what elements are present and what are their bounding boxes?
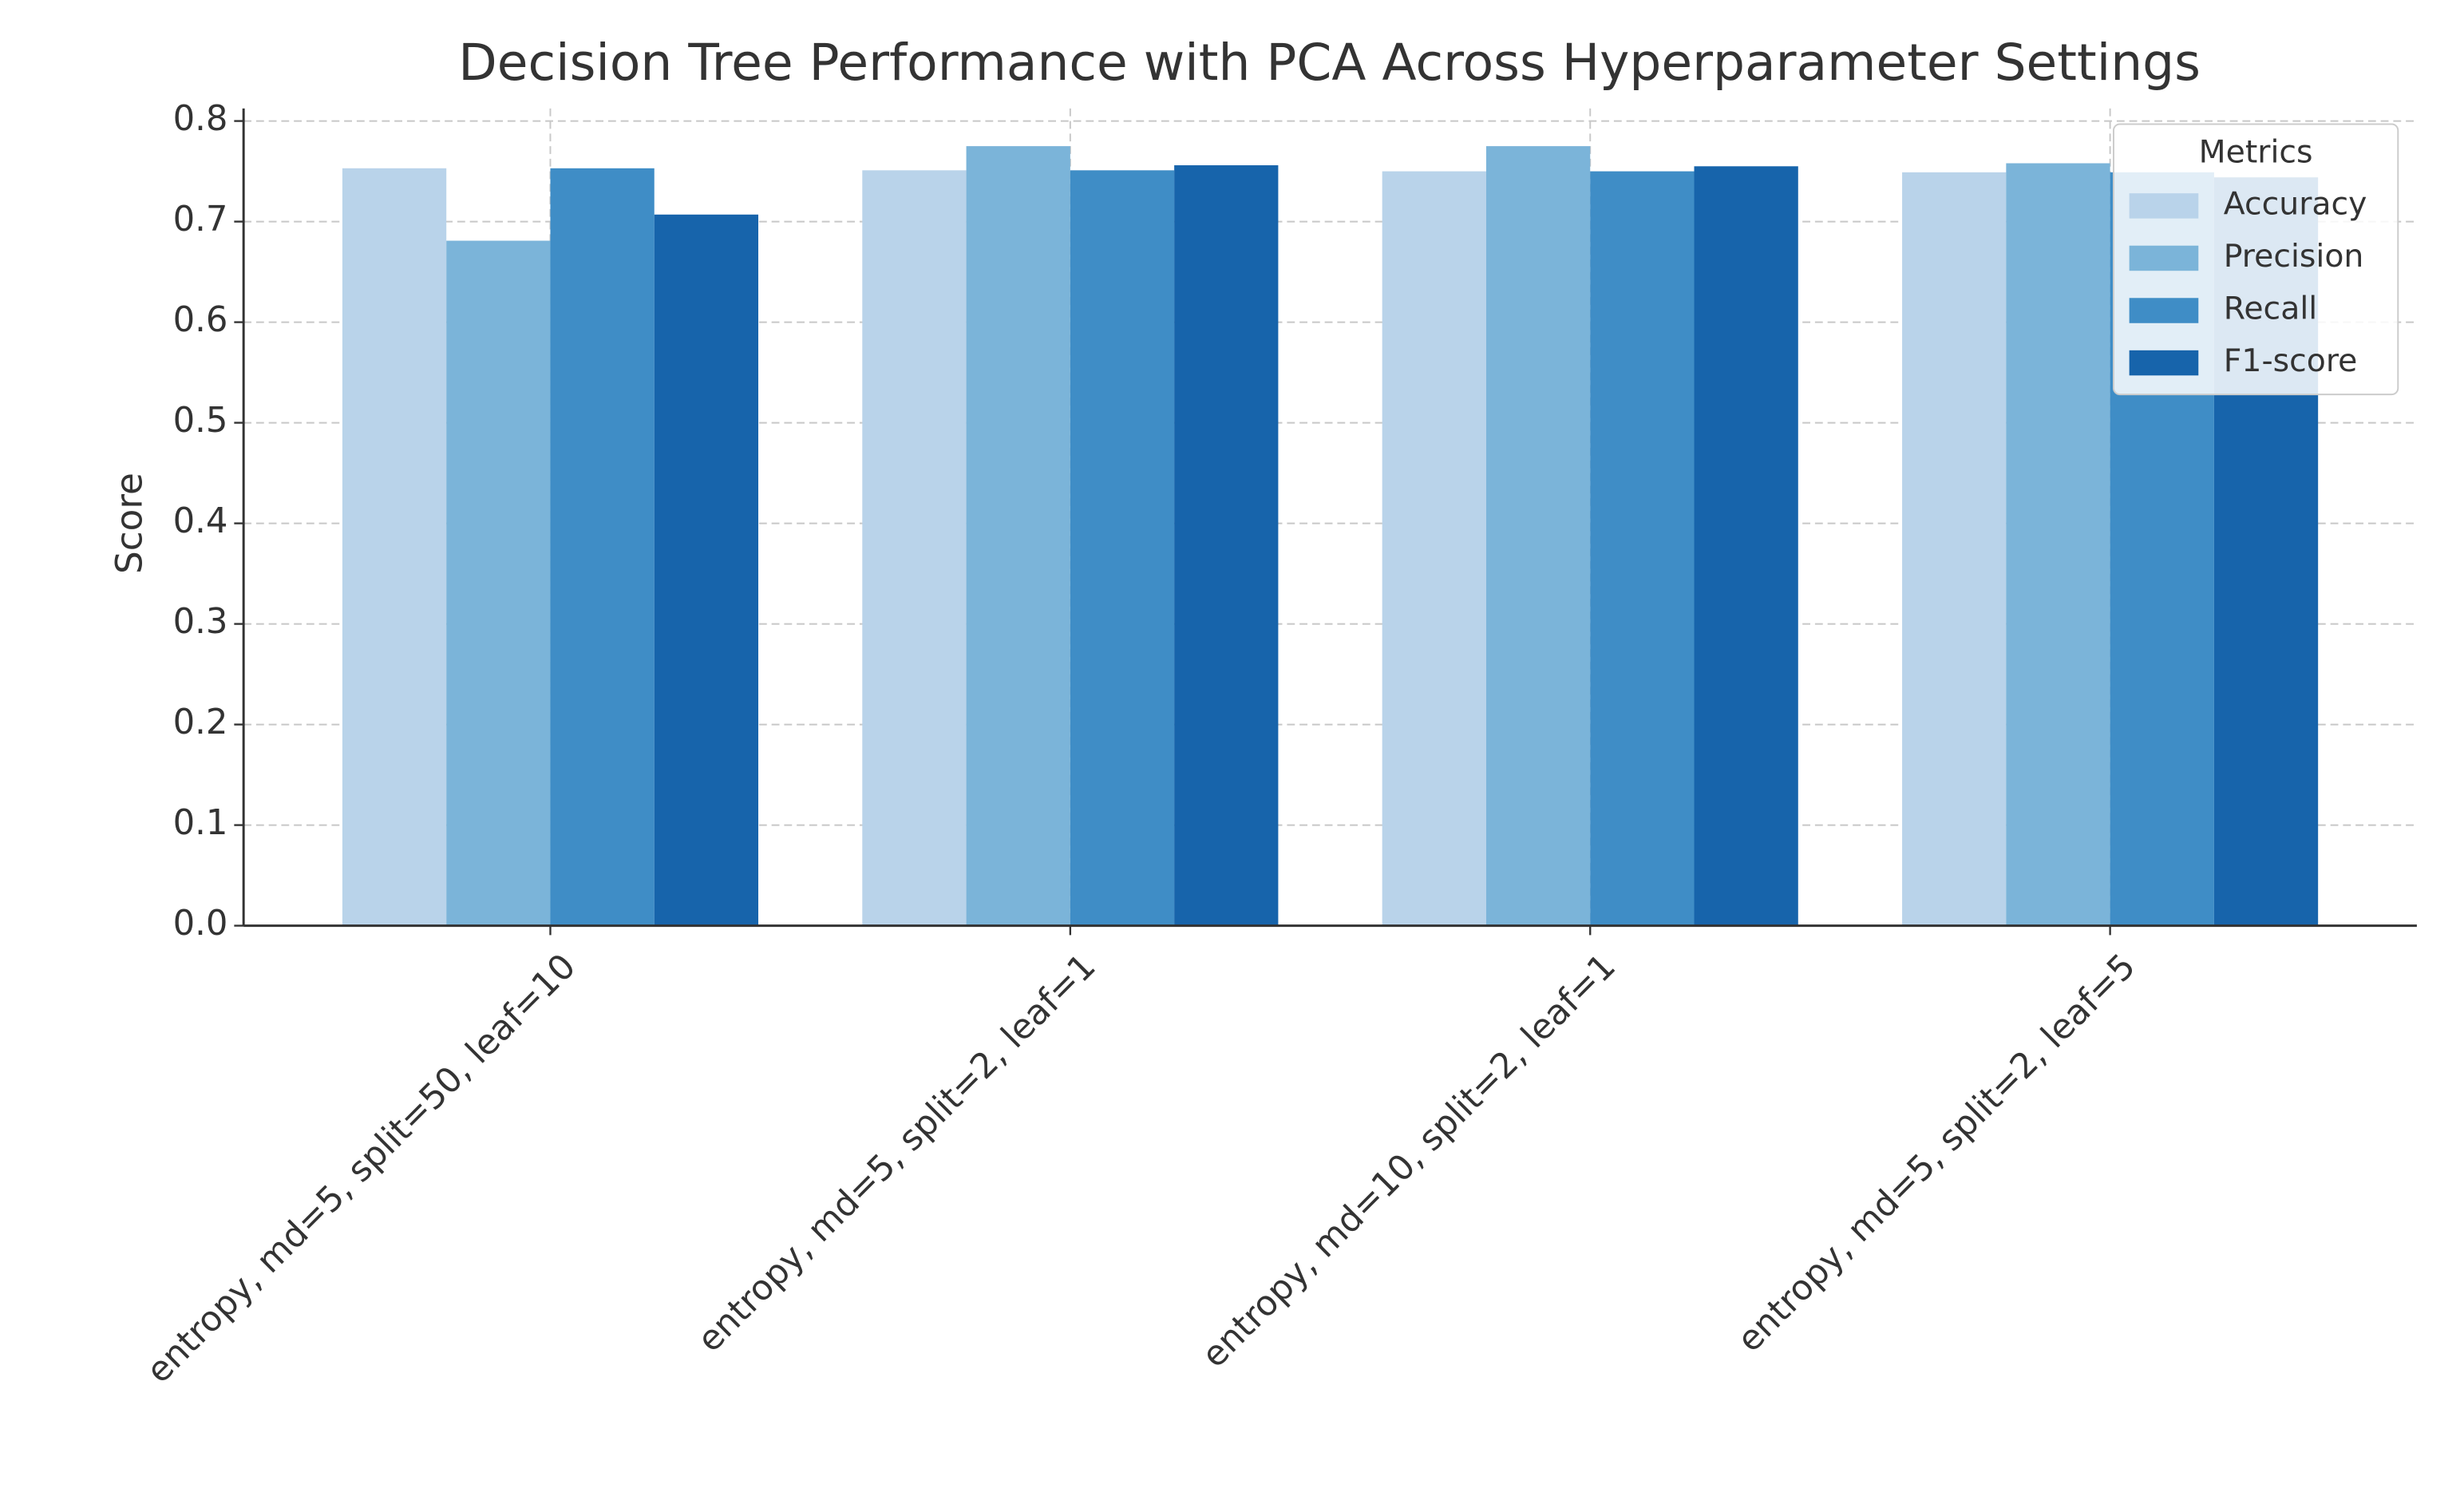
bar (1174, 165, 1279, 926)
legend-swatch (2129, 298, 2199, 323)
bar (1485, 146, 1591, 926)
legend-swatch (2129, 245, 2199, 271)
bar (342, 168, 447, 926)
legend: Metrics Accuracy Precision Recall F1-score (2112, 123, 2399, 396)
bar (550, 168, 655, 926)
x-tick-label: entropy, md=10, split=2, leaf=1 (1194, 947, 1624, 1376)
bar (1694, 166, 1798, 926)
bar (966, 146, 1070, 926)
legend-swatch (2129, 350, 2199, 376)
bar (862, 170, 967, 926)
bar (1382, 171, 1486, 926)
y-tick-label: 0.3 (173, 602, 228, 642)
bar (446, 240, 551, 926)
y-tick-label: 0.2 (173, 702, 228, 742)
y-tick-label: 0.0 (173, 904, 228, 944)
chart-title: Decision Tree Performance with PCA Acros… (458, 34, 2201, 92)
legend-label: Precision (2224, 238, 2364, 275)
bar (2006, 163, 2110, 926)
legend-label: Accuracy (2224, 185, 2367, 222)
legend-label: Recall (2224, 291, 2317, 327)
legend-title: Metrics (2199, 133, 2313, 170)
bar (1070, 170, 1175, 926)
x-tick-label: entropy, md=5, split=2, leaf=1 (690, 947, 1103, 1360)
bar (654, 214, 759, 926)
y-tick-label: 0.5 (173, 401, 228, 441)
y-tick-label: 0.6 (173, 300, 228, 340)
legend-swatch (2129, 193, 2199, 219)
y-axis-label: Score (108, 473, 150, 574)
legend-box (2112, 123, 2399, 396)
y-tick-label: 0.7 (173, 200, 228, 239)
x-tick-label: entropy, md=5, split=50, leaf=10 (139, 947, 583, 1391)
y-tick-label: 0.4 (173, 501, 228, 541)
y-tick-label: 0.1 (173, 803, 228, 843)
bar (1590, 171, 1695, 926)
y-tick-label: 0.8 (173, 99, 228, 139)
legend-label: F1-score (2224, 342, 2358, 379)
x-tick-label: entropy, md=5, split=2, leaf=5 (1730, 947, 2143, 1360)
bar (1902, 172, 2007, 926)
